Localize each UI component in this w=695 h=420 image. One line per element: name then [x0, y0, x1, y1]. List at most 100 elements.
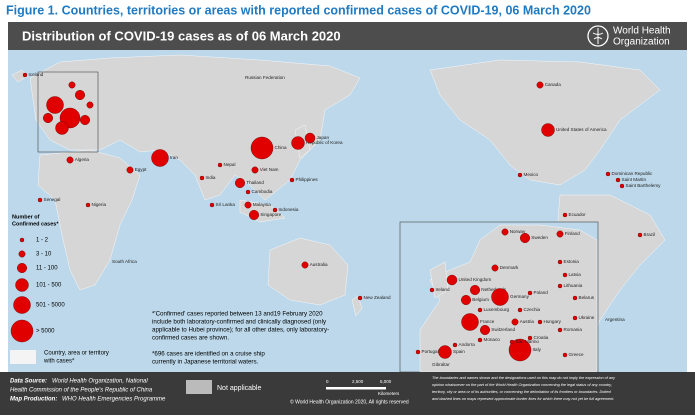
- case-marker: [517, 307, 523, 313]
- case-marker: [562, 352, 568, 358]
- case-marker: [557, 327, 563, 333]
- note: applicable to Hubei province); for all o…: [152, 327, 329, 334]
- country-label: Austria: [520, 319, 535, 324]
- case-marker: [248, 209, 259, 220]
- case-marker: [452, 342, 458, 348]
- land: [11, 54, 666, 351]
- case-marker: [520, 232, 531, 243]
- case-marker: [491, 288, 509, 306]
- case-marker: [10, 319, 34, 343]
- notes: *'Confirmed' cases reported between 13 a…: [152, 311, 329, 366]
- country-label: Belarus: [579, 295, 595, 300]
- legend-area-swatch: [10, 350, 36, 364]
- case-marker: [509, 339, 515, 345]
- country-label: Saint Martin: [622, 177, 647, 182]
- case-marker: [301, 261, 309, 269]
- case-marker: [461, 313, 479, 331]
- disclaimer: territory, city or area or of its author…: [432, 390, 612, 394]
- note: *696 cases are identified on a cruise sh…: [152, 351, 265, 358]
- case-marker: [508, 338, 532, 362]
- country-label: Iran: [170, 155, 178, 160]
- case-marker: [438, 345, 452, 359]
- case-marker: [37, 197, 43, 203]
- case-marker: [415, 349, 421, 355]
- country-label: Republic of Korea: [306, 140, 343, 145]
- country-label: San Marino: [516, 339, 540, 344]
- country-label: South Africa: [112, 259, 137, 264]
- scale-label: 2,500: [352, 379, 364, 384]
- case-marker: [151, 149, 169, 167]
- case-marker: [217, 162, 223, 168]
- country-label: Iceland: [29, 72, 44, 77]
- case-marker: [289, 177, 295, 183]
- case-marker: [68, 81, 76, 89]
- source-label: Data Source:: [10, 379, 47, 385]
- map-header: [8, 22, 687, 50]
- who-logo-mark: [592, 28, 604, 44]
- country-label: Dominican Republic: [612, 171, 654, 176]
- country-label: Estonia: [564, 259, 580, 264]
- disclaimer: opinion whatsoever on the part of the Wo…: [432, 383, 612, 387]
- country-label: Gibraltar: [432, 362, 450, 367]
- country-label: France: [480, 319, 495, 324]
- case-marker: [251, 166, 259, 174]
- copyright: © World Health Organization 2020, All ri…: [290, 398, 409, 405]
- case-marker: [304, 132, 316, 144]
- country-label: Singapore: [260, 212, 281, 217]
- country-label: Belgium: [472, 297, 489, 302]
- case-marker: [55, 121, 69, 135]
- country-label: Senegal: [44, 197, 61, 202]
- legend-title: Confirmed cases*: [12, 221, 59, 227]
- country-label: Cambodia: [252, 189, 273, 194]
- case-marker: [517, 172, 523, 178]
- case-marker: [86, 101, 94, 109]
- country-label: Russian Federation: [245, 75, 285, 80]
- case-marker: [461, 295, 472, 306]
- country-label: Spain: [453, 349, 465, 354]
- legend-title: Number of: [12, 214, 40, 220]
- country-label: Brazil: [644, 232, 656, 237]
- case-marker: [537, 319, 543, 325]
- country-label: Finland: [565, 231, 581, 236]
- africa: [37, 149, 141, 291]
- org-name: World Health: [613, 26, 671, 37]
- country-label: New Zealand: [364, 295, 392, 300]
- case-marker: [572, 315, 578, 321]
- scale-unit: Kilometers: [378, 391, 400, 396]
- case-marker: [250, 136, 274, 160]
- case-marker: [556, 230, 564, 238]
- case-marker: [619, 183, 625, 189]
- case-marker: [527, 335, 533, 341]
- case-marker: [615, 177, 621, 183]
- disclaimer: The boundaries and names shown and the d…: [432, 376, 616, 380]
- production: WHO Health Emergencies Programme: [62, 397, 166, 403]
- country-label: Saint Barthelemy: [626, 183, 662, 188]
- country-label: Norway: [510, 229, 526, 234]
- country-label: Croatia: [534, 335, 549, 340]
- country-label: Ukraine: [579, 315, 595, 320]
- inset-locator: [37, 71, 99, 153]
- who-logo: [587, 25, 609, 47]
- eurasia: [29, 54, 361, 201]
- case-marker: [605, 171, 611, 177]
- country-label: United States of America: [556, 127, 607, 132]
- country-label: Ireland: [436, 287, 450, 292]
- case-marker: [357, 295, 363, 301]
- case-marker: [245, 189, 251, 195]
- note: currently in Japanese territorial waters…: [152, 359, 259, 366]
- country-label: Canada: [545, 82, 562, 87]
- country-label: Luxembourg: [484, 307, 510, 312]
- case-marker: [126, 166, 134, 174]
- inset-labels: Norway Sweden Finland Estonia Latvia Lithuani…: [415, 228, 595, 367]
- legend-class: 1 - 2: [36, 238, 49, 244]
- case-marker: [18, 250, 26, 258]
- country-label: Malaysia: [253, 202, 272, 207]
- case-marker: [562, 212, 568, 218]
- country-label: Egypt: [135, 167, 147, 172]
- case-marker: [470, 285, 481, 296]
- case-marker: [480, 325, 491, 336]
- country-label: Andorra: [459, 342, 476, 347]
- country-label: Germany: [510, 294, 530, 299]
- case-marker: [557, 283, 563, 289]
